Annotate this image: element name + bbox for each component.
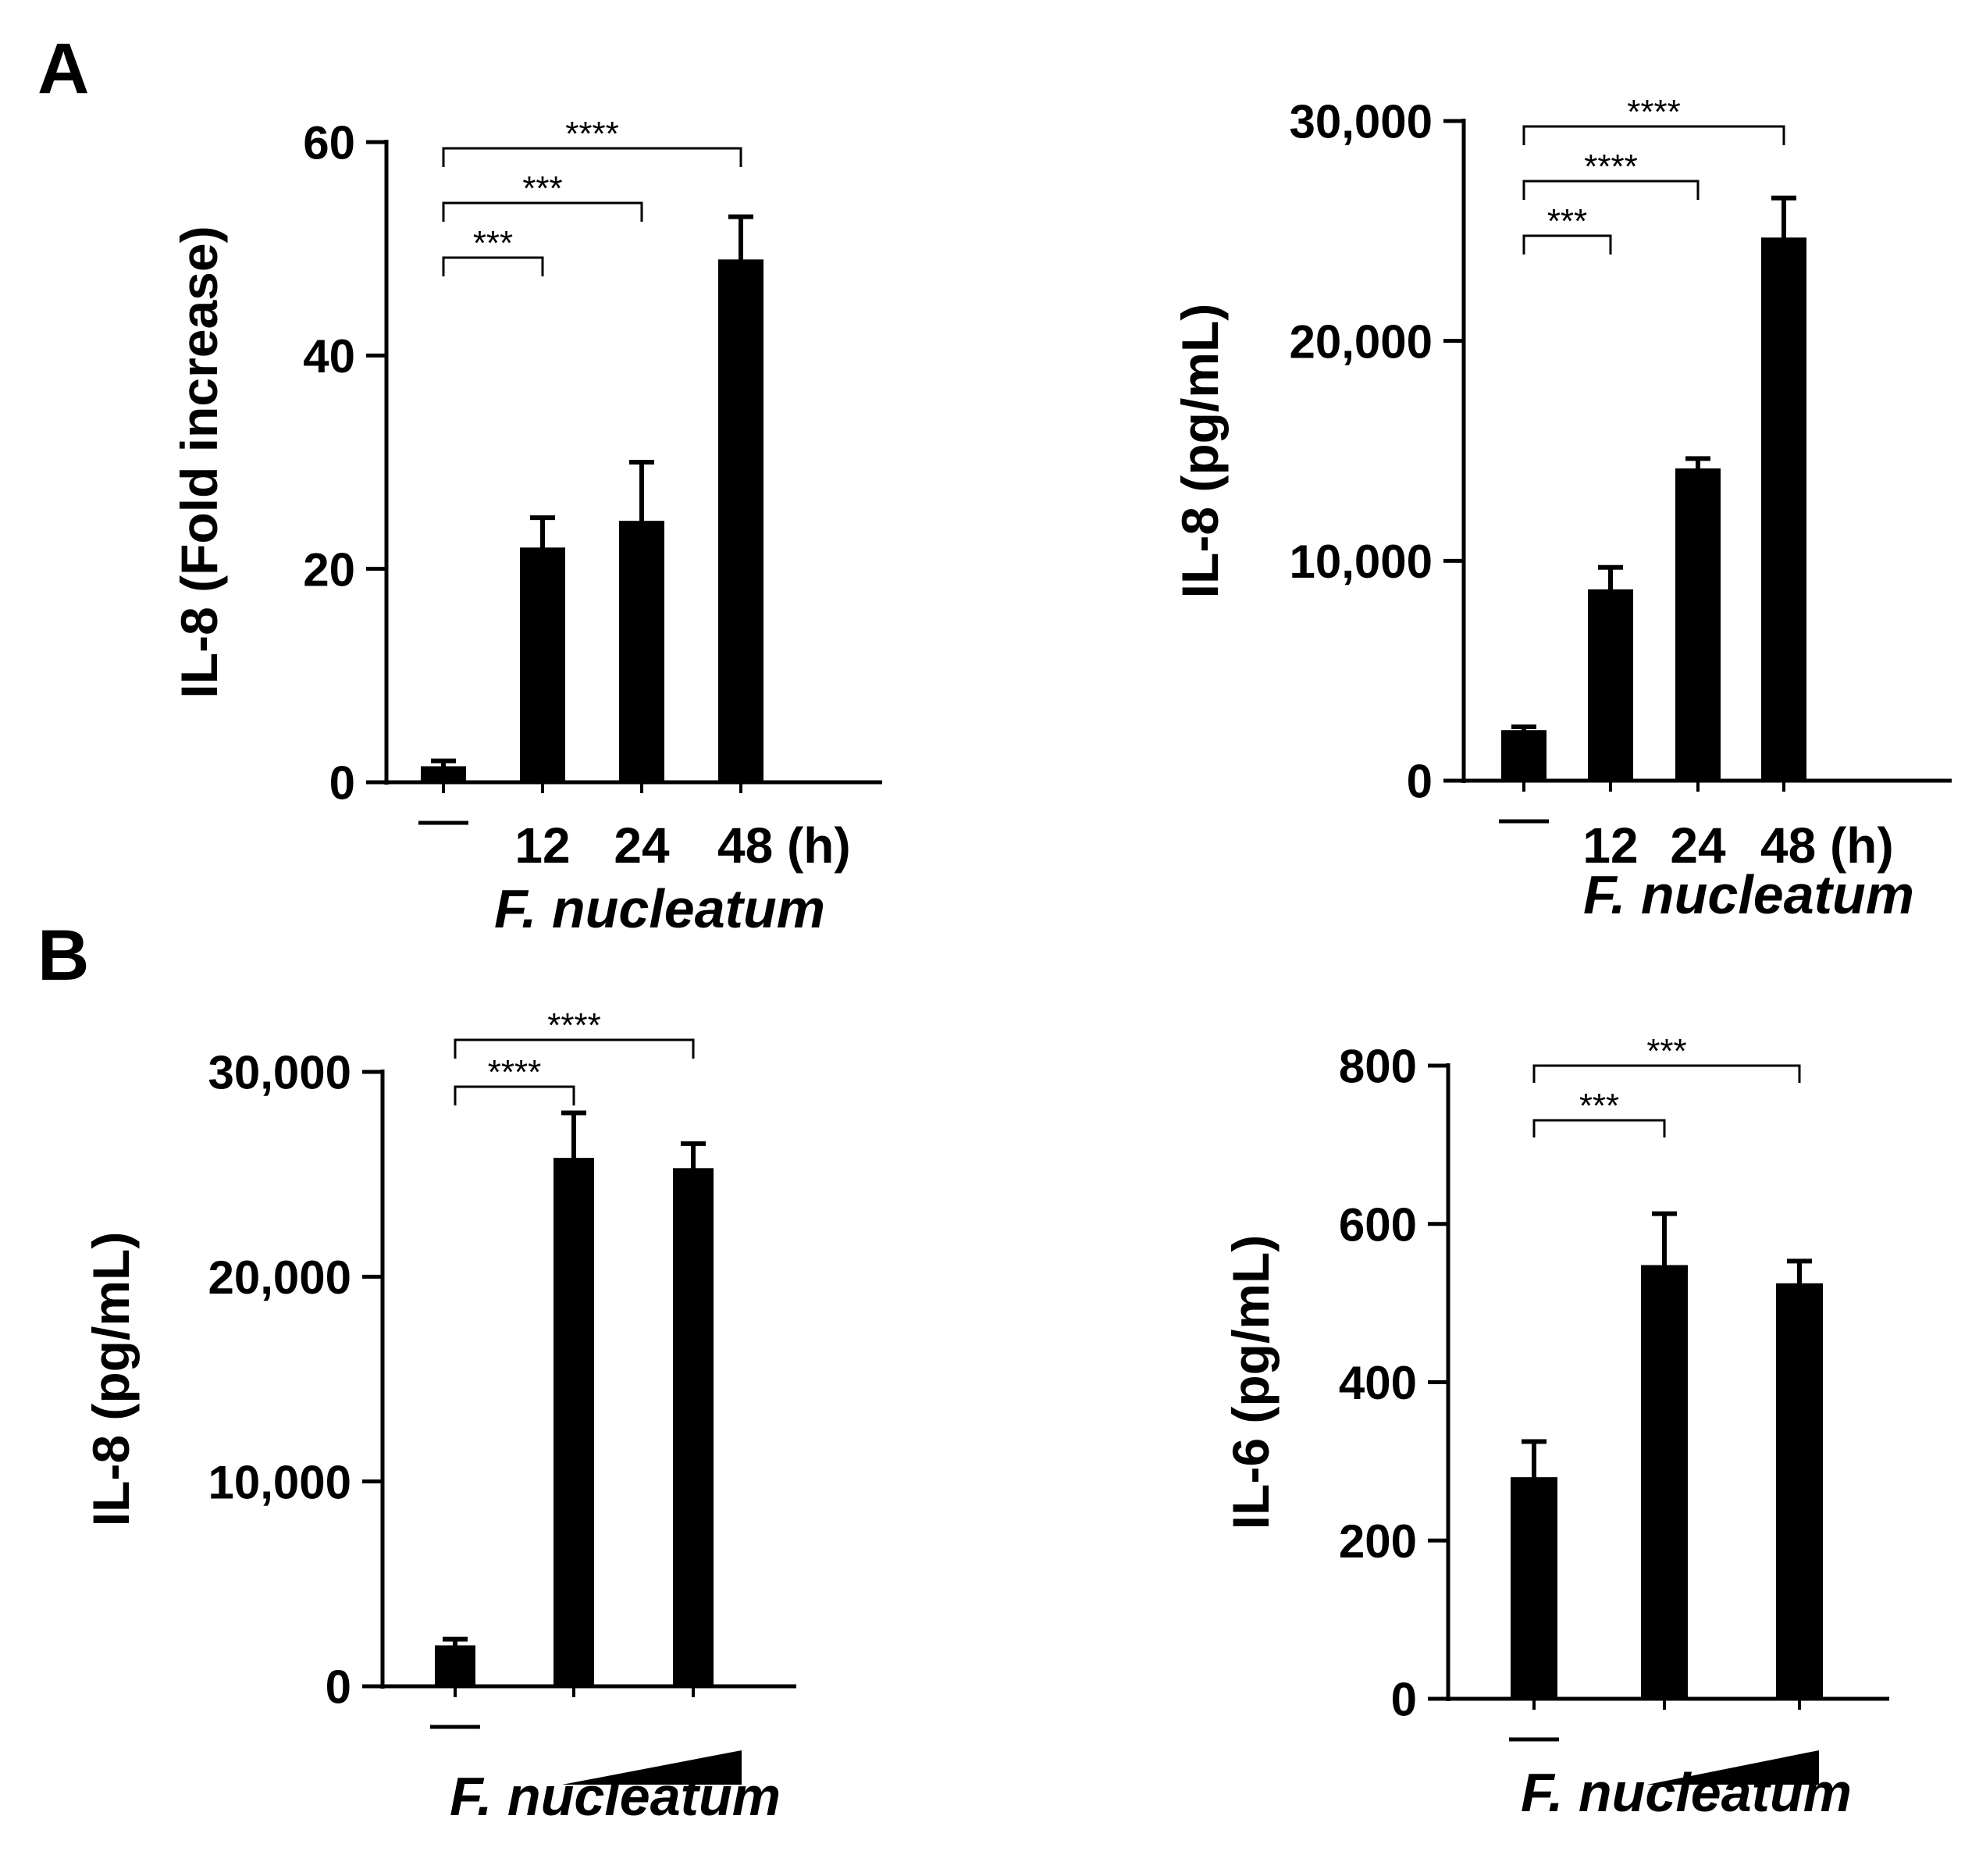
bar	[553, 1158, 594, 1686]
y-tick-label: 10,000	[208, 1456, 351, 1508]
bar	[718, 259, 763, 782]
panel-label-a: A	[37, 29, 90, 109]
x-tick-label: 12	[1582, 817, 1638, 874]
x-tick-label-text: —	[443, 828, 444, 830]
x-tick-label-text: —	[1524, 827, 1525, 828]
panel-label-b: B	[37, 916, 90, 995]
x-tick-label: 48 (h)	[1760, 817, 1894, 874]
significance-label: ****	[1584, 148, 1638, 186]
dose-ramp-triangle	[1647, 1750, 1819, 1785]
bar	[520, 547, 565, 782]
y-axis-label: IL-6 (pg/mL)	[1222, 1235, 1280, 1530]
chart-2: 0 10,000 20,000 30,000 IL-8 (pg/mL) — 12 24 48 (…	[1171, 93, 1952, 925]
bar	[1641, 1265, 1688, 1699]
y-tick-label: 20,000	[208, 1251, 351, 1304]
y-tick-label: 20,000	[1289, 315, 1433, 368]
significance-bracket	[1522, 234, 1612, 255]
x-axis-label: F. nucleatum	[1583, 864, 1914, 925]
bar	[1776, 1283, 1823, 1699]
bar	[1761, 237, 1806, 781]
x-tick-label: 48 (h)	[717, 817, 851, 874]
x-axis-label: F. nucleatum	[450, 1766, 781, 1827]
x-tick-label: 24	[614, 817, 670, 874]
dose-ramp-triangle	[562, 1750, 742, 1785]
significance-bracket	[454, 1085, 575, 1105]
y-tick-label: 30,000	[208, 1047, 351, 1099]
significance-bracket	[442, 147, 742, 167]
x-axis-label: F. nucleatum	[494, 878, 825, 939]
chart-1: 0 20 40 60 IL-8 (Fold increase) — 12 24 48 (h)F.…	[170, 115, 882, 939]
y-tick-label: 0	[326, 1661, 351, 1714]
y-tick-label: 60	[303, 117, 355, 169]
chart-4: 0 200 400 600 800 IL-6 (pg/mL) — F. nucleatum **…	[1222, 1032, 1889, 1823]
x-tick-label: 12	[514, 817, 570, 874]
y-axis-label: IL-8 (pg/mL)	[1171, 304, 1229, 599]
y-tick-label: 20	[303, 543, 355, 596]
y-tick-label: 0	[1391, 1674, 1417, 1726]
significance-bracket	[1522, 125, 1785, 145]
bar	[1501, 730, 1547, 781]
y-axis-label: IL-8 (Fold increase)	[170, 226, 228, 698]
x-axis-label: F. nucleatum	[1521, 1762, 1852, 1823]
y-axis-label: IL-8 (pg/mL)	[82, 1232, 140, 1527]
y-tick-label: 40	[303, 330, 355, 383]
significance-bracket	[1532, 1119, 1666, 1137]
x-tick-label-text: —	[1534, 1745, 1535, 1746]
x-tick-label: 24	[1670, 817, 1726, 874]
significance-label: ***	[522, 169, 562, 208]
bar	[673, 1168, 714, 1686]
significance-bracket	[442, 201, 643, 222]
significance-label: ***	[1646, 1032, 1686, 1070]
y-tick-label: 200	[1339, 1515, 1417, 1568]
significance-bracket	[1522, 180, 1700, 200]
x-tick-label-text: —	[455, 1732, 456, 1734]
y-tick-label: 600	[1339, 1198, 1417, 1251]
bar	[435, 1645, 475, 1686]
significance-label: ****	[488, 1053, 542, 1091]
y-tick-label: 10,000	[1289, 536, 1433, 588]
bar	[1511, 1477, 1557, 1699]
significance-label: ***	[1547, 202, 1587, 240]
y-tick-label: 0	[329, 757, 355, 810]
significance-bracket	[1532, 1064, 1801, 1083]
y-tick-label: 400	[1339, 1357, 1417, 1409]
bar	[1588, 589, 1633, 781]
y-tick-label: 800	[1339, 1041, 1417, 1093]
significance-label: ***	[473, 224, 513, 262]
significance-label: ***	[1579, 1087, 1619, 1125]
y-tick-label: 0	[1407, 756, 1433, 808]
significance-bracket	[442, 256, 544, 276]
significance-label: ****	[547, 1006, 601, 1045]
bar	[421, 766, 466, 782]
significance-label: ****	[565, 115, 619, 153]
bar	[1675, 468, 1721, 781]
chart-3: 0 10,000 20,000 30,000 IL-8 (pg/mL) — F. nucle…	[82, 1006, 796, 1827]
significance-label: ****	[1627, 93, 1681, 131]
significance-bracket	[454, 1038, 695, 1059]
bar	[619, 521, 664, 782]
y-tick-label: 30,000	[1289, 96, 1433, 148]
